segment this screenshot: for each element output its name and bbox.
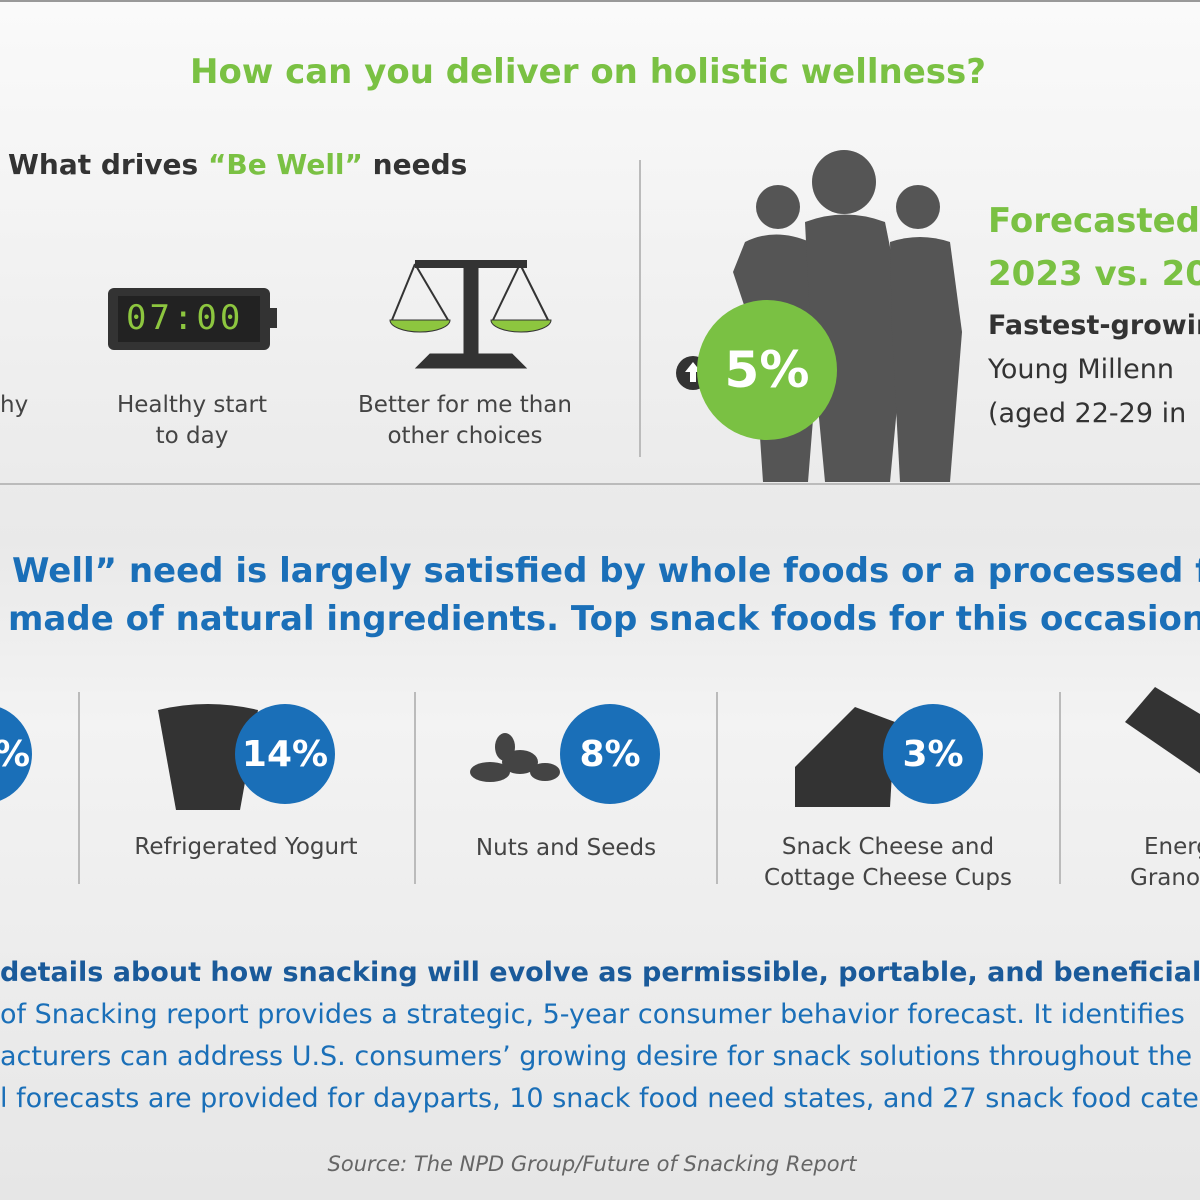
heading-highlight: “Be Well” xyxy=(207,148,363,181)
heading-line: 2023 vs. 20 xyxy=(988,254,1200,294)
divider xyxy=(716,692,718,884)
divider xyxy=(414,692,416,884)
label-line: to day xyxy=(155,423,229,449)
statement-line: Well” need is largely satisfied by whole… xyxy=(12,551,1200,591)
label-line: other choices xyxy=(387,423,543,449)
heading-text: What drives xyxy=(8,148,199,181)
paragraph-line: acturers can address U.S. consumers’ gro… xyxy=(0,1041,1193,1072)
forecast-badge: 5% xyxy=(697,300,837,440)
detail-line: Fastest-growin xyxy=(988,310,1200,341)
statement: Well” need is largely satisfied by whole… xyxy=(8,547,1200,643)
paragraph-line: of Snacking report provides a strategic,… xyxy=(0,999,1185,1030)
food-badge: 3% xyxy=(883,704,983,804)
detail-line: Young Millenn xyxy=(988,354,1175,385)
forecast-heading: Forecasted 2023 vs. 20 xyxy=(988,195,1200,301)
driver-label: Better for me than other choices xyxy=(358,390,572,452)
statement-line: made of natural ingredients. Top snack f… xyxy=(8,599,1200,639)
label-line: Energ xyxy=(1144,834,1200,860)
paragraph-line: l forecasts are provided for dayparts, 1… xyxy=(0,1083,1200,1114)
source: Source: The NPD Group/Future of Snacking… xyxy=(327,1152,857,1176)
label-line: Snack Cheese and xyxy=(781,834,995,860)
food-badge: 14% xyxy=(235,704,335,804)
drivers-heading: What drives “Be Well” needs xyxy=(8,148,467,181)
divider xyxy=(1059,692,1061,884)
badge-text: % xyxy=(0,734,30,775)
label-line: Grano xyxy=(1130,865,1200,891)
detail-line: (aged 22-29 in xyxy=(988,398,1187,429)
driver-label: hy xyxy=(0,392,29,418)
divider xyxy=(78,692,80,884)
title: How can you deliver on holistic wellness… xyxy=(190,52,986,92)
heading-line: Forecasted xyxy=(988,201,1200,241)
forecast-detail: Fastest-growin Young Millenn (aged 22-29 i… xyxy=(988,304,1200,436)
food-label: Nuts and Seeds xyxy=(475,835,657,861)
food-label: Energ Grano xyxy=(1130,832,1200,894)
label-line: Better for me than xyxy=(358,392,572,418)
paragraph-lead: details about how snacking will evolve a… xyxy=(0,957,1200,988)
heading-text: needs xyxy=(372,148,468,181)
food-badge: 8% xyxy=(560,704,660,804)
food-label: Refrigerated Yogurt xyxy=(134,834,358,860)
paragraph: details about how snacking will evolve a… xyxy=(0,952,1200,1120)
label-line: Healthy start xyxy=(116,392,268,418)
food-label: Snack Cheese and Cottage Cheese Cups xyxy=(764,832,1012,894)
driver-label: Healthy start to day xyxy=(117,390,267,452)
label-line: Cottage Cheese Cups xyxy=(764,865,1012,891)
clock-digits: 07:00 xyxy=(126,298,244,338)
